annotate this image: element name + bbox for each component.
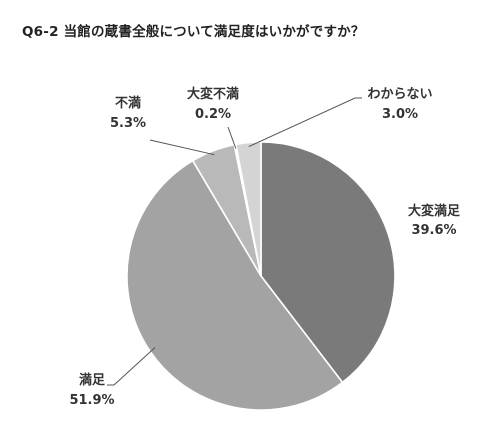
pie-slice-satisfied bbox=[126, 159, 344, 411]
slice-label-satisfied: 満足 bbox=[79, 372, 106, 388]
slice-value-satisfied: 51.9% bbox=[69, 393, 114, 408]
pie-slice-dont-know bbox=[235, 141, 262, 277]
slice-value-dissatisfied: 5.3% bbox=[110, 116, 146, 131]
slice-label-dissatisfied: 不満 bbox=[115, 95, 141, 111]
slice-value-very-satisfied: 39.6% bbox=[411, 223, 456, 238]
leader-line-dissatisfied bbox=[149, 139, 215, 156]
slice-value-very-dissatisfied: 0.2% bbox=[195, 107, 231, 122]
pie-slice-very-satisfied bbox=[260, 141, 396, 384]
slice-value-dont-know: 3.0% bbox=[382, 107, 418, 122]
chart-title: Q6-2 当館の蔵書全般について満足度はいかがですか？ bbox=[22, 24, 365, 40]
leader-line-very-dissatisfied bbox=[227, 126, 237, 149]
slice-label-very-satisfied: 大変満足 bbox=[408, 203, 461, 219]
leader-line-dont-know bbox=[248, 97, 362, 148]
slice-label-dont-know: わからない bbox=[367, 87, 432, 102]
leader-line-satisfied bbox=[107, 347, 156, 386]
slice-label-very-dissatisfied: 大変不満 bbox=[187, 86, 239, 102]
